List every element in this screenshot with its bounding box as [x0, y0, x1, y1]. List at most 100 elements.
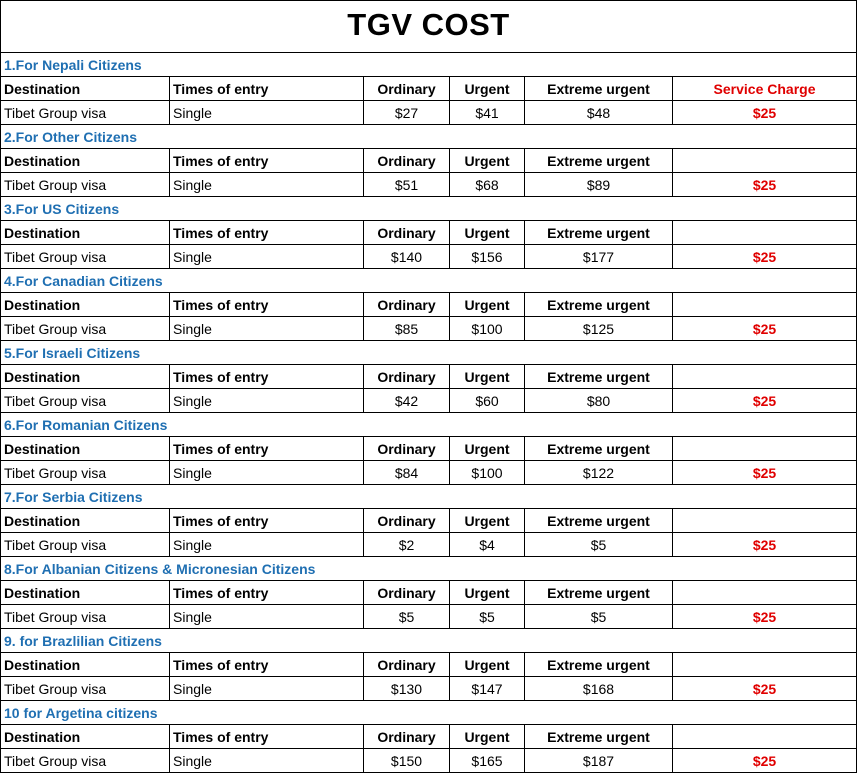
header-ordinary: Ordinary [363, 436, 450, 461]
cell-times: Single [169, 100, 364, 125]
cell-destination: Tibet Group visa [0, 172, 170, 197]
cell-ordinary: $85 [363, 316, 450, 341]
header-destination: Destination [0, 724, 170, 749]
header-extreme: Extreme urgent [524, 436, 673, 461]
header-ordinary: Ordinary [363, 652, 450, 677]
cell-ordinary: $130 [363, 676, 450, 701]
cell-destination: Tibet Group visa [0, 604, 170, 629]
cell-extreme: $5 [524, 532, 673, 557]
header-destination: Destination [0, 508, 170, 533]
header-times: Times of entry [169, 220, 364, 245]
header-service [671, 580, 857, 605]
header-ordinary: Ordinary [363, 364, 450, 389]
cell-ordinary: $42 [363, 388, 450, 413]
header-extreme: Extreme urgent [524, 76, 673, 101]
section-heading-row: 2.For Other Citizens [0, 124, 857, 149]
header-service [671, 652, 857, 677]
cell-extreme: $122 [524, 460, 673, 485]
header-times: Times of entry [169, 148, 364, 173]
section-heading: 7.For Serbia Citizens [0, 484, 857, 509]
header-ordinary: Ordinary [363, 580, 450, 605]
header-service [671, 508, 857, 533]
header-ordinary: Ordinary [363, 508, 450, 533]
table-row: Tibet Group visa Single $5 $5 $5 $25 [0, 604, 857, 629]
header-times: Times of entry [169, 364, 364, 389]
cell-extreme: $48 [524, 100, 673, 125]
cell-extreme: $168 [524, 676, 673, 701]
column-header-row: Destination Times of entry Ordinary Urgent E… [0, 508, 857, 533]
section-heading: 4.For Canadian Citizens [0, 268, 857, 293]
cell-destination: Tibet Group visa [0, 100, 170, 125]
header-destination: Destination [0, 652, 170, 677]
header-times: Times of entry [169, 508, 364, 533]
column-header-row: Destination Times of entry Ordinary Urgent E… [0, 364, 857, 389]
cell-destination: Tibet Group visa [0, 676, 170, 701]
cell-extreme: $177 [524, 244, 673, 269]
column-header-row: Destination Times of entry Ordinary Urgent E… [0, 652, 857, 677]
cell-urgent: $100 [449, 316, 525, 341]
column-header-row: Destination Times of entry Ordinary Urgent E… [0, 76, 857, 101]
cell-ordinary: $140 [363, 244, 450, 269]
header-times: Times of entry [169, 580, 364, 605]
cell-ordinary: $5 [363, 604, 450, 629]
cell-ordinary: $84 [363, 460, 450, 485]
cell-service: $25 [671, 172, 857, 197]
header-times: Times of entry [169, 436, 364, 461]
section-heading: 5.For Israeli Citizens [0, 340, 857, 365]
header-service [671, 436, 857, 461]
cell-ordinary: $2 [363, 532, 450, 557]
header-urgent: Urgent [449, 220, 525, 245]
header-urgent: Urgent [449, 724, 525, 749]
table-row: Tibet Group visa Single $130 $147 $168 $25 [0, 676, 857, 701]
section-heading: 2.For Other Citizens [0, 124, 857, 149]
column-header-row: Destination Times of entry Ordinary Urgent E… [0, 436, 857, 461]
section-heading-row: 5.For Israeli Citizens [0, 340, 857, 365]
header-extreme: Extreme urgent [524, 148, 673, 173]
column-header-row: Destination Times of entry Ordinary Urgent E… [0, 292, 857, 317]
cell-urgent: $4 [449, 532, 525, 557]
header-extreme: Extreme urgent [524, 364, 673, 389]
cell-times: Single [169, 316, 364, 341]
section-heading-row: 9. for Brazlilian Citizens [0, 628, 857, 653]
cell-extreme: $80 [524, 388, 673, 413]
header-destination: Destination [0, 220, 170, 245]
section-heading-row: 1.For Nepali Citizens [0, 52, 857, 77]
header-urgent: Urgent [449, 508, 525, 533]
column-header-row: Destination Times of entry Ordinary Urgent E… [0, 148, 857, 173]
section-heading-row: 7.For Serbia Citizens [0, 484, 857, 509]
header-times: Times of entry [169, 724, 364, 749]
section-heading: 9. for Brazlilian Citizens [0, 628, 857, 653]
cell-service: $25 [671, 100, 857, 125]
section-heading: 8.For Albanian Citizens & Micronesian Ci… [0, 556, 857, 581]
header-destination: Destination [0, 364, 170, 389]
table-row: Tibet Group visa Single $2 $4 $5 $25 [0, 532, 857, 557]
header-ordinary: Ordinary [363, 148, 450, 173]
cell-service: $25 [671, 316, 857, 341]
table-row: Tibet Group visa Single $51 $68 $89 $25 [0, 172, 857, 197]
section-heading-row: 8.For Albanian Citizens & Micronesian Ci… [0, 556, 857, 581]
header-extreme: Extreme urgent [524, 580, 673, 605]
section-heading: 3.For US Citizens [0, 196, 857, 221]
cell-times: Single [169, 460, 364, 485]
header-extreme: Extreme urgent [524, 652, 673, 677]
header-urgent: Urgent [449, 652, 525, 677]
title-row: TGV COST [0, 0, 857, 53]
table-row: Tibet Group visa Single $84 $100 $122 $25 [0, 460, 857, 485]
header-times: Times of entry [169, 76, 364, 101]
header-ordinary: Ordinary [363, 724, 450, 749]
header-ordinary: Ordinary [363, 220, 450, 245]
header-times: Times of entry [169, 292, 364, 317]
cell-ordinary: $51 [363, 172, 450, 197]
header-destination: Destination [0, 580, 170, 605]
cell-service: $25 [671, 604, 857, 629]
cell-times: Single [169, 604, 364, 629]
header-urgent: Urgent [449, 148, 525, 173]
table-row: Tibet Group visa Single $140 $156 $177 $25 [0, 244, 857, 269]
table-row: Tibet Group visa Single $27 $41 $48 $25 [0, 100, 857, 125]
header-urgent: Urgent [449, 292, 525, 317]
header-times: Times of entry [169, 652, 364, 677]
header-service [671, 364, 857, 389]
table-row: Tibet Group visa Single $85 $100 $125 $25 [0, 316, 857, 341]
cell-urgent: $147 [449, 676, 525, 701]
cell-service: $25 [671, 388, 857, 413]
